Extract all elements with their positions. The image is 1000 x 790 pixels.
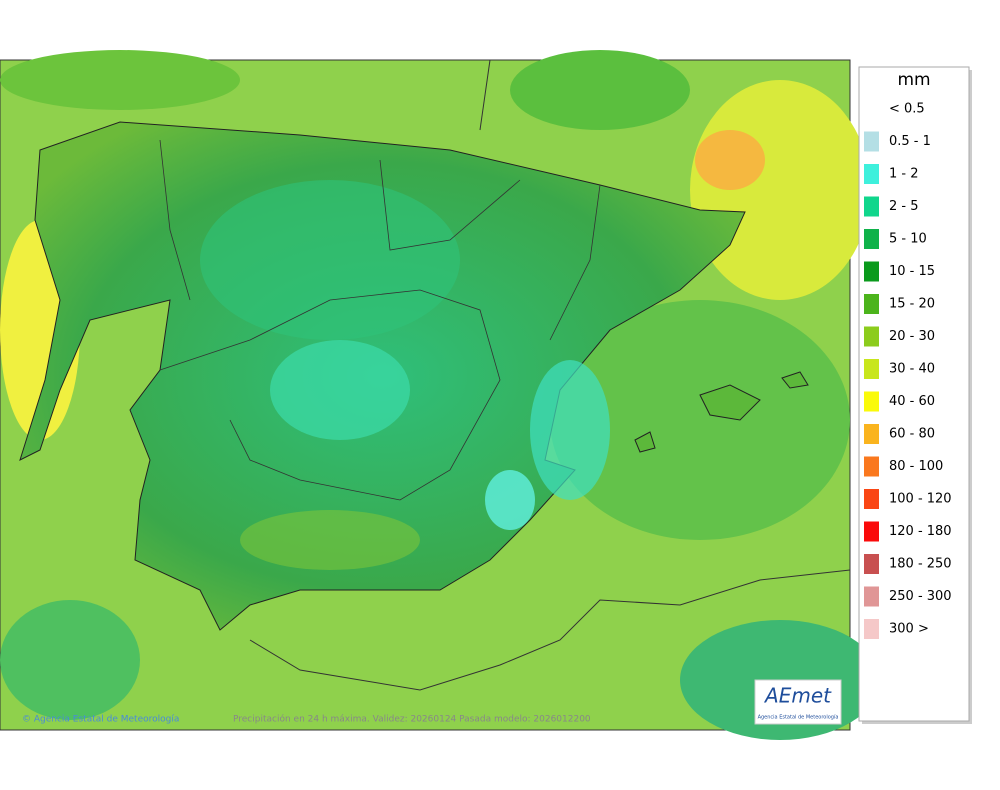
legend-swatch — [864, 99, 879, 119]
legend-label: 100 - 120 — [889, 492, 952, 507]
legend-label: 5 - 10 — [889, 232, 927, 247]
legend-label: 10 - 15 — [889, 264, 935, 279]
legend-swatch — [864, 196, 879, 217]
map — [0, 50, 880, 740]
legend-swatch — [864, 229, 879, 249]
legend-swatch — [864, 164, 879, 184]
legend-label: 2 - 5 — [889, 199, 919, 214]
logo-name: AEmet — [763, 684, 832, 708]
legend-swatch — [864, 489, 879, 509]
legend-swatch — [864, 456, 879, 477]
legend-label: 0.5 - 1 — [889, 134, 931, 149]
legend-label: 300 > — [889, 622, 929, 637]
legend-label: 30 - 40 — [889, 362, 935, 377]
legend-swatch — [864, 619, 879, 639]
legend-swatch — [864, 326, 879, 347]
logo-subtitle: Agencia Estatal de Meteorología — [758, 714, 839, 721]
legend-swatch — [864, 131, 879, 152]
legend-label: 40 - 60 — [889, 394, 935, 409]
legend-title: mm — [897, 70, 930, 90]
caption: Precipitación en 24 h máxima. Validez: 2… — [233, 714, 591, 725]
legend-label: 180 - 250 — [889, 557, 952, 572]
legend: mm < 0.5 0.5 - 1 1 - 2 2 - 5 5 - 10 10 - 15 15… — [858, 66, 972, 724]
legend-label: 15 - 20 — [889, 297, 935, 312]
legend-swatch — [864, 586, 879, 607]
legend-swatch — [864, 261, 879, 282]
legend-label: 60 - 80 — [889, 427, 935, 442]
legend-swatch — [864, 294, 879, 314]
legend-swatch — [864, 391, 879, 412]
legend-label: 1 - 2 — [889, 167, 919, 182]
legend-label: 120 - 180 — [889, 524, 952, 539]
copyright: © Agencia Estatal de Meteorología — [22, 715, 179, 725]
logo: AEmet Agencia Estatal de Meteorología — [754, 679, 842, 725]
legend-swatch — [864, 554, 879, 574]
legend-swatch — [864, 359, 879, 379]
legend-label: 20 - 30 — [889, 329, 935, 344]
legend-label: < 0.5 — [889, 102, 925, 117]
legend-label: 80 - 100 — [889, 459, 943, 474]
legend-label: 250 - 300 — [889, 589, 952, 604]
legend-swatch — [864, 424, 879, 444]
legend-swatch — [864, 521, 879, 542]
